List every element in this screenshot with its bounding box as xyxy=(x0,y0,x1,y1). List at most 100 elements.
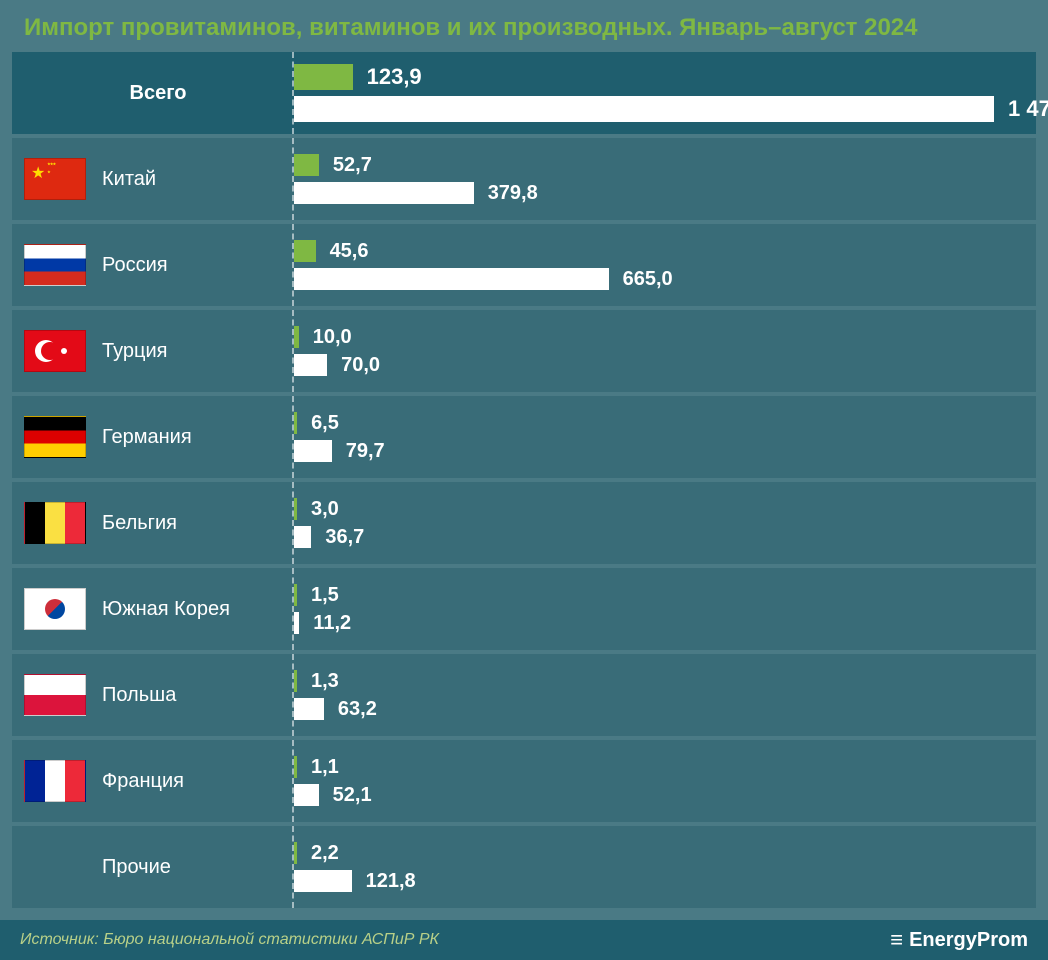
bar-volume xyxy=(294,842,297,864)
row-label: Китай xyxy=(102,168,156,191)
row-country: Турция10,070,0 xyxy=(12,310,1036,392)
bar-value-label: 63,2 xyxy=(338,698,377,721)
bar-wrap-value: 63,2 xyxy=(294,698,1036,720)
bar-value xyxy=(294,268,609,290)
footer: Источник: Бюро национальной статистики А… xyxy=(0,920,1048,960)
row-label: Россия xyxy=(102,254,168,277)
bar-value xyxy=(294,698,324,720)
bar-volume xyxy=(294,584,297,606)
bars-cell: 10,0 70,0 xyxy=(292,310,1036,392)
row-country: Бельгия 3,0 36,7 xyxy=(12,482,1036,564)
bar-wrap-value: 121,8 xyxy=(294,870,1036,892)
label-cell: Китай xyxy=(12,138,292,220)
flag-icon xyxy=(24,674,86,716)
bar-wrap-value: 36,7 xyxy=(294,526,1036,548)
bar-volume-label: 45,6 xyxy=(330,240,369,263)
bar-volume xyxy=(294,326,299,348)
label-cell: Польша xyxy=(12,654,292,736)
bar-value-label: 121,8 xyxy=(366,870,416,893)
logo: ≡ EnergyProm xyxy=(890,927,1028,953)
bars-cell: 2,2 121,8 xyxy=(292,826,1036,908)
label-cell: Бельгия xyxy=(12,482,292,564)
bar-wrap-volume: 52,7 xyxy=(294,154,1036,176)
row-country: Россия 45,6 665,0 xyxy=(12,224,1036,306)
row-country: Прочие 2,2 121,8 xyxy=(12,826,1036,908)
bar-volume-label: 2,2 xyxy=(311,842,339,865)
bar-wrap-volume: 1,1 xyxy=(294,756,1036,778)
row-country: Германия 6,5 79,7 xyxy=(12,396,1036,478)
bar-value xyxy=(294,526,311,548)
bar-wrap-value: 52,1 xyxy=(294,784,1036,806)
label-cell: Германия xyxy=(12,396,292,478)
bar-value-label: 11,2 xyxy=(313,612,351,635)
row-label: Южная Корея xyxy=(102,598,230,621)
bar-volume-label: 10,0 xyxy=(313,326,352,349)
bar-wrap-volume: 123,9 xyxy=(294,64,1048,90)
bar-value-label: 665,0 xyxy=(623,268,673,291)
chart-area: Всего 123,9 1 479,5 Китай 52,7 379,8 Россия 45,… xyxy=(0,52,1048,908)
bars-cell: 3,0 36,7 xyxy=(292,482,1036,564)
bar-volume xyxy=(294,412,297,434)
bar-volume-label: 6,5 xyxy=(311,412,339,435)
row-label: Германия xyxy=(102,426,192,449)
row-label: Франция xyxy=(102,770,184,793)
bar-value-label: 70,0 xyxy=(341,354,380,377)
row-label: Бельгия xyxy=(102,512,177,535)
bars-cell: 1,3 63,2 xyxy=(292,654,1036,736)
flag-placeholder xyxy=(24,846,86,888)
row-total: Всего123,91 479,5 xyxy=(12,52,1036,134)
bar-value xyxy=(294,784,319,806)
row-label: Прочие xyxy=(102,856,171,879)
bars-cell: 1,5 11,2 xyxy=(292,568,1036,650)
bar-value xyxy=(294,440,332,462)
bar-wrap-volume: 10,0 xyxy=(294,326,1036,348)
bar-volume xyxy=(294,756,297,778)
bars-cell: 123,9 1 479,5 xyxy=(292,52,1048,134)
bar-wrap-volume: 3,0 xyxy=(294,498,1036,520)
bar-volume-label: 1,1 xyxy=(311,756,339,779)
bar-wrap-volume: 1,3 xyxy=(294,670,1036,692)
bar-volume xyxy=(294,670,297,692)
label-cell: Южная Корея xyxy=(12,568,292,650)
bar-volume xyxy=(294,498,297,520)
bar-volume xyxy=(294,154,319,176)
bar-wrap-volume: 6,5 xyxy=(294,412,1036,434)
bar-value xyxy=(294,354,327,376)
bar-volume-label: 123,9 xyxy=(367,64,422,90)
flag-icon xyxy=(24,244,86,286)
bar-wrap-value: 70,0 xyxy=(294,354,1036,376)
row-label: Всего xyxy=(130,82,187,105)
chart-title: Импорт провитаминов, витаминов и их прои… xyxy=(0,0,1048,52)
flag-icon xyxy=(24,158,86,200)
source-text: Источник: Бюро национальной статистики А… xyxy=(20,931,439,949)
bar-value xyxy=(294,612,299,634)
bars-cell: 52,7 379,8 xyxy=(292,138,1036,220)
row-country: Китай 52,7 379,8 xyxy=(12,138,1036,220)
bar-volume-label: 3,0 xyxy=(311,498,339,521)
chart-container: Импорт провитаминов, витаминов и их прои… xyxy=(0,0,1048,960)
logo-text: EnergyProm xyxy=(909,929,1028,952)
bar-value xyxy=(294,182,474,204)
bar-wrap-value: 665,0 xyxy=(294,268,1036,290)
bar-wrap-value: 1 479,5 xyxy=(294,96,1048,122)
logo-icon: ≡ xyxy=(890,927,903,953)
bars-cell: 45,6 665,0 xyxy=(292,224,1036,306)
bars-cell: 6,5 79,7 xyxy=(292,396,1036,478)
bar-volume xyxy=(294,240,316,262)
flag-icon xyxy=(24,502,86,544)
label-cell: Всего xyxy=(12,52,292,134)
label-cell: Франция xyxy=(12,740,292,822)
bar-value-label: 52,1 xyxy=(333,784,372,807)
bars-cell: 1,1 52,1 xyxy=(292,740,1036,822)
bar-volume xyxy=(294,64,353,90)
bar-wrap-value: 79,7 xyxy=(294,440,1036,462)
bar-volume-label: 1,5 xyxy=(311,584,339,607)
row-country: Франция 1,1 52,1 xyxy=(12,740,1036,822)
bar-wrap-volume: 1,5 xyxy=(294,584,1036,606)
label-cell: Россия xyxy=(12,224,292,306)
row-country: Южная Корея 1,5 11,2 xyxy=(12,568,1036,650)
bar-wrap-volume: 45,6 xyxy=(294,240,1036,262)
bar-value-label: 379,8 xyxy=(488,182,538,205)
row-label: Польша xyxy=(102,684,176,707)
flag-icon xyxy=(24,416,86,458)
